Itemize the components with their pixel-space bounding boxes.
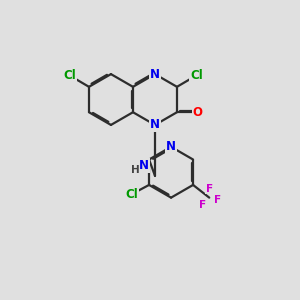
Text: Cl: Cl xyxy=(190,69,203,82)
Text: F: F xyxy=(214,195,222,205)
Text: N: N xyxy=(150,118,160,131)
Text: N: N xyxy=(139,159,149,172)
Text: N: N xyxy=(166,140,176,153)
Text: H: H xyxy=(131,165,140,175)
Text: F: F xyxy=(199,200,206,210)
Text: Cl: Cl xyxy=(125,188,138,201)
Text: N: N xyxy=(150,68,160,81)
Text: F: F xyxy=(206,184,213,194)
Text: O: O xyxy=(193,106,203,119)
Text: Cl: Cl xyxy=(63,69,76,82)
